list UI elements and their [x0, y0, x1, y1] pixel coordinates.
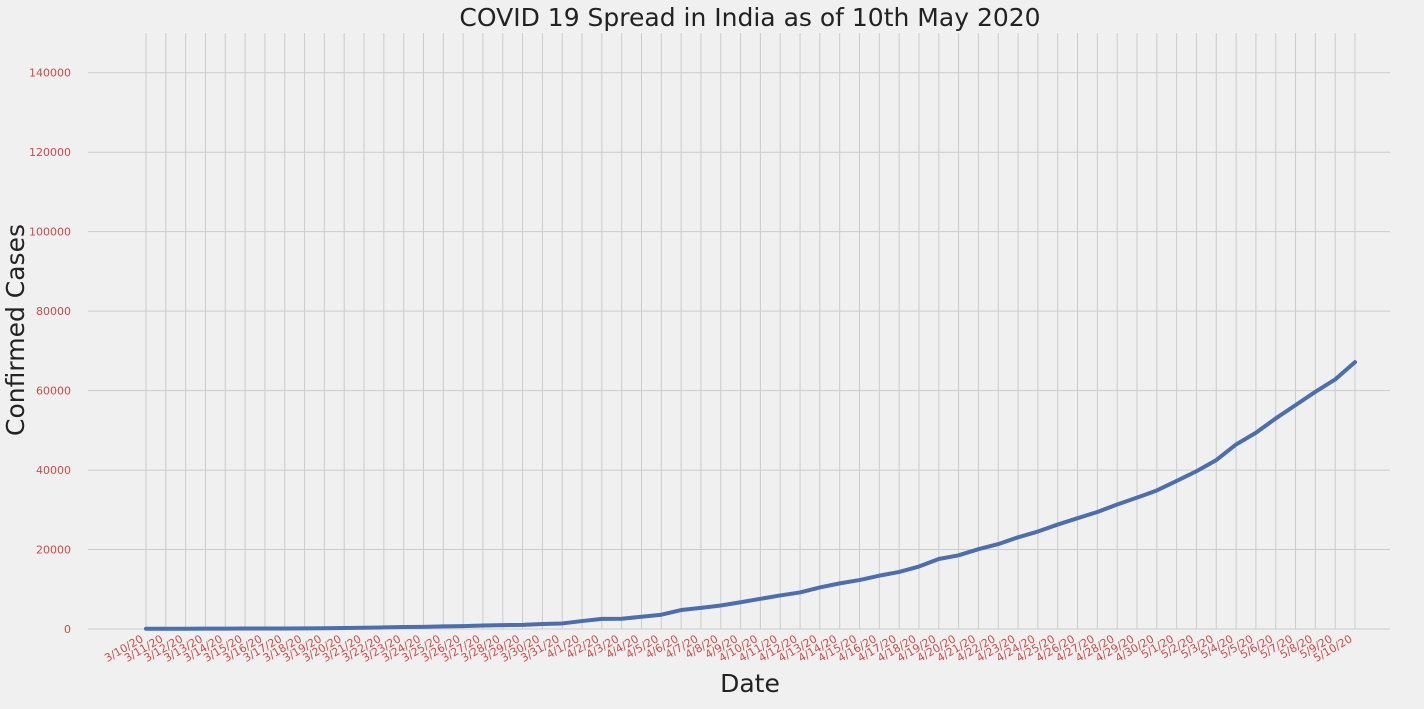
data-point — [1076, 516, 1080, 520]
data-point — [402, 625, 406, 629]
data-point — [838, 581, 842, 585]
data-point — [798, 590, 802, 594]
data-point — [778, 593, 782, 597]
data-point — [303, 626, 307, 630]
data-point — [382, 625, 386, 629]
data-point — [659, 613, 663, 617]
data-point — [957, 553, 961, 557]
data-point — [996, 542, 1000, 546]
data-point — [1135, 496, 1139, 500]
data-point — [1234, 442, 1238, 446]
data-point — [1333, 377, 1337, 381]
grid-lines — [88, 33, 1390, 630]
data-point — [1274, 416, 1278, 420]
series-line-confirmed-cases — [144, 360, 1357, 631]
data-point — [540, 622, 544, 626]
chart-title: COVID 19 Spread in India as of 10th May … — [459, 3, 1040, 32]
data-point — [322, 626, 326, 630]
data-point — [342, 626, 346, 630]
data-point — [243, 627, 247, 631]
data-point — [679, 608, 683, 612]
data-point — [441, 624, 445, 628]
y-tick-label: 140000 — [29, 67, 71, 80]
data-point — [580, 619, 584, 623]
data-point — [144, 627, 148, 631]
data-point — [639, 615, 643, 619]
data-point — [223, 627, 227, 631]
data-point — [164, 627, 168, 631]
data-point — [1036, 530, 1040, 534]
data-point — [719, 603, 723, 607]
y-tick-label: 20000 — [36, 544, 71, 557]
data-point — [362, 626, 366, 630]
data-point — [1175, 479, 1179, 483]
data-point — [699, 606, 703, 610]
data-point — [184, 627, 188, 631]
data-point — [1016, 535, 1020, 539]
data-point — [421, 625, 425, 629]
y-tick-labels: 0 20000 40000 60000 80000 100000 120000 140000 — [29, 67, 71, 636]
data-point — [1254, 431, 1258, 435]
data-point — [283, 626, 287, 630]
series-layer — [144, 360, 1357, 631]
x-axis-label: Date — [720, 669, 780, 698]
y-tick-label: 80000 — [36, 305, 71, 318]
y-tick-label: 40000 — [36, 464, 71, 477]
x-tick-labels: 3/10/203/11/203/12/203/13/203/14/203/15/… — [102, 632, 1354, 664]
y-tick-label: 120000 — [29, 146, 71, 159]
data-point — [620, 617, 624, 621]
data-point — [897, 570, 901, 574]
data-point — [1095, 510, 1099, 514]
y-tick-label: 0 — [64, 623, 71, 636]
data-point — [1155, 488, 1159, 492]
data-point — [1313, 390, 1317, 394]
data-point — [917, 565, 921, 569]
data-point — [203, 627, 207, 631]
y-tick-label: 60000 — [36, 385, 71, 398]
y-tick-label: 100000 — [29, 226, 71, 239]
data-point — [1353, 360, 1357, 364]
data-point — [521, 623, 525, 627]
data-point — [560, 621, 564, 625]
y-axis-label: Confirmed Cases — [1, 224, 30, 436]
data-point — [758, 597, 762, 601]
data-point — [937, 557, 941, 561]
data-point — [481, 623, 485, 627]
data-point — [877, 574, 881, 578]
data-point — [1294, 403, 1298, 407]
data-point — [600, 617, 604, 621]
data-point — [263, 627, 267, 631]
data-point — [739, 600, 743, 604]
data-point — [501, 623, 505, 627]
data-point — [976, 547, 980, 551]
data-point — [858, 578, 862, 582]
data-point — [1115, 503, 1119, 507]
data-point — [818, 585, 822, 589]
data-point — [461, 624, 465, 628]
data-point — [1056, 523, 1060, 527]
data-point — [1214, 458, 1218, 462]
data-point — [1194, 469, 1198, 473]
